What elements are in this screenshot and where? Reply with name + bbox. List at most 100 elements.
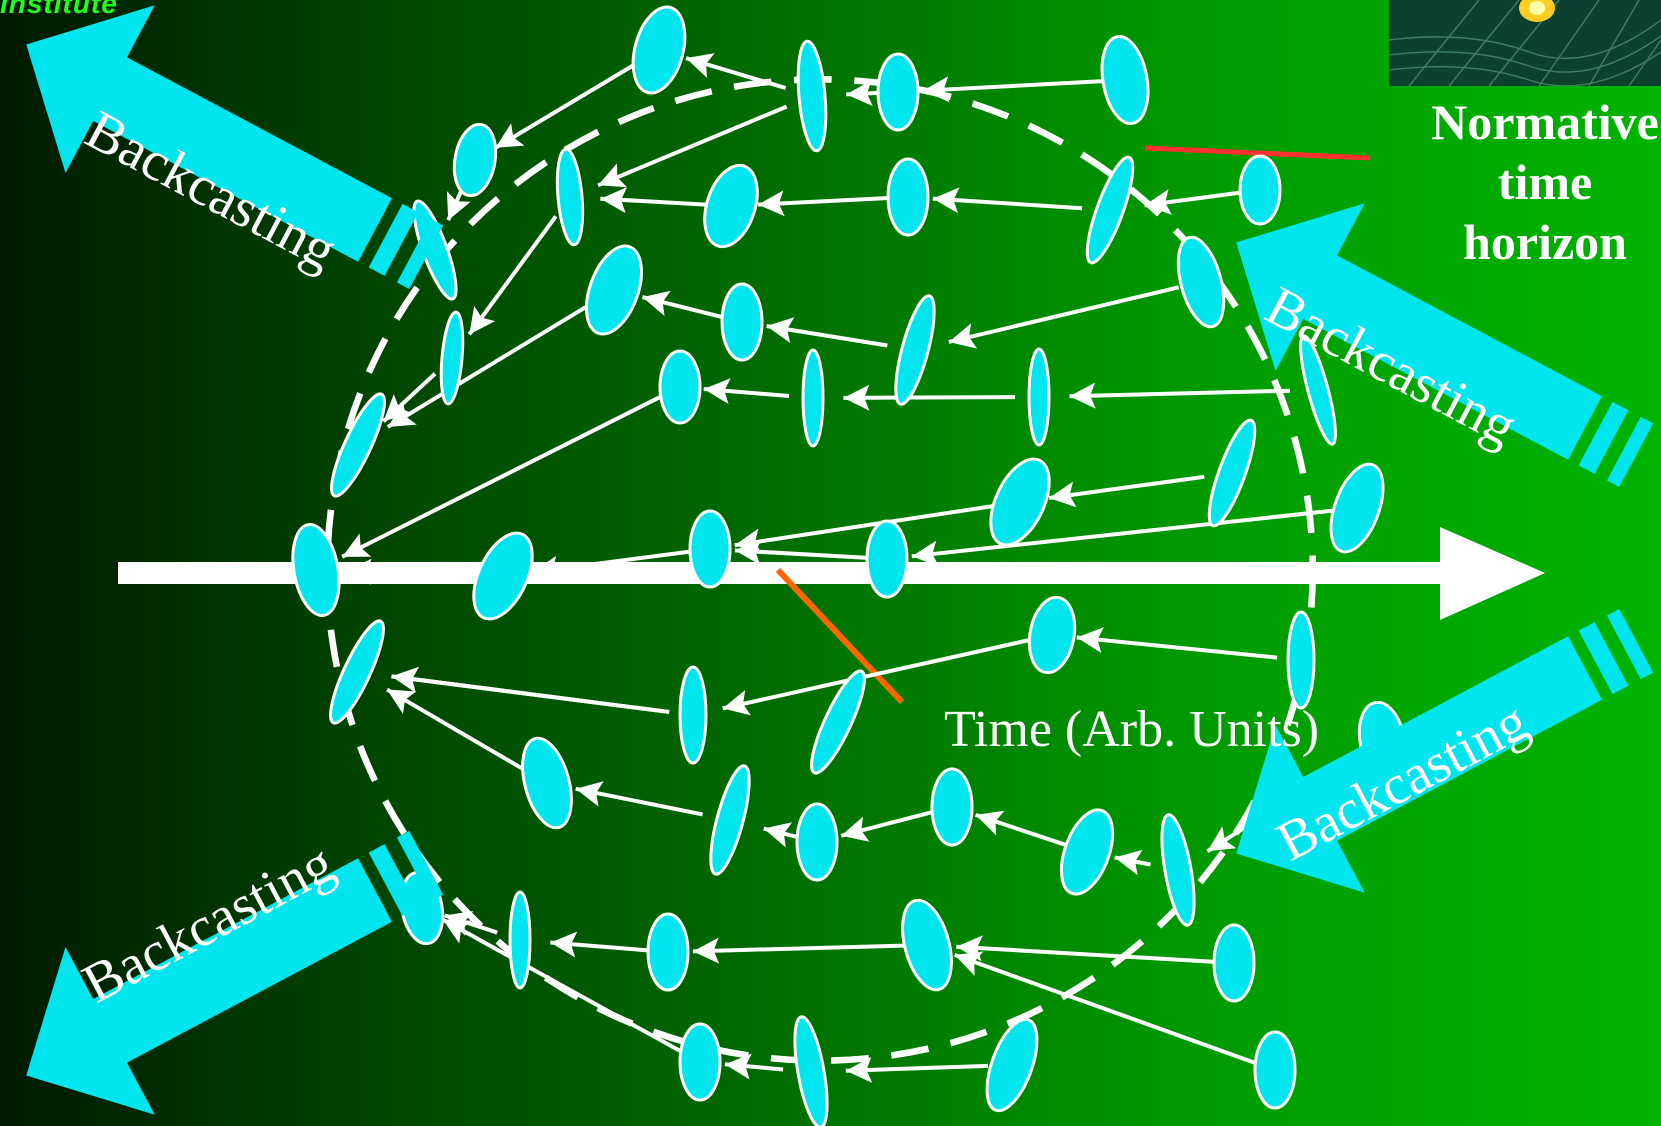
backcast-link xyxy=(763,822,800,848)
backcast-link xyxy=(911,508,1335,567)
backcast-link xyxy=(467,215,558,336)
scenario-node xyxy=(1027,347,1051,447)
backcast-link xyxy=(843,384,1016,411)
scenario-node xyxy=(439,310,465,406)
backcast-link xyxy=(345,558,481,585)
scenario-node xyxy=(678,665,708,765)
institute-logo: Institute xyxy=(0,0,118,19)
scenario-node xyxy=(329,619,385,725)
scenario-node xyxy=(709,764,751,876)
backcast-link xyxy=(845,1056,989,1083)
backcast-link xyxy=(974,810,1067,847)
backcast-link xyxy=(703,378,790,405)
backcast-link xyxy=(840,809,935,842)
normative-label-line-1: Normative xyxy=(1431,94,1659,150)
scenario-node xyxy=(472,531,534,621)
scenario-node xyxy=(585,244,643,336)
backcast-link xyxy=(382,372,437,423)
scenario-node xyxy=(1100,35,1150,125)
scenario-node xyxy=(521,736,573,830)
scenario-node xyxy=(330,392,386,498)
backcast-link xyxy=(641,290,725,320)
backcast-link xyxy=(692,937,905,964)
scenario-node xyxy=(1176,235,1226,329)
scenario-node xyxy=(876,52,920,132)
scenario-node xyxy=(1085,155,1135,265)
scenario-node xyxy=(1212,923,1256,1003)
scenario-node xyxy=(646,912,690,992)
scenario-node xyxy=(688,509,732,589)
normative-label-line-3: horizon xyxy=(1463,214,1627,270)
backcasting-arrow-upper-left xyxy=(26,5,444,290)
backcast-link xyxy=(494,59,642,150)
scenario-node xyxy=(1027,595,1077,675)
backcast-link xyxy=(531,549,692,582)
backcast-link xyxy=(1114,849,1151,876)
backcast-link xyxy=(757,190,890,217)
backcast-link xyxy=(724,1053,784,1080)
backcast-link xyxy=(932,187,1083,214)
scenario-node xyxy=(1059,808,1115,896)
backcast-link xyxy=(386,687,529,774)
scenario-node xyxy=(658,349,702,425)
scenario-node xyxy=(1329,462,1385,554)
backcast-link xyxy=(922,76,1104,103)
scenario-node xyxy=(1238,154,1282,226)
scenario-node xyxy=(1160,813,1196,927)
scenario-node xyxy=(865,519,909,599)
backcast-link xyxy=(1069,382,1291,409)
backcast-link xyxy=(722,637,1034,716)
backcasting-arrow-lower-right xyxy=(1236,608,1654,893)
backcast-link xyxy=(846,80,880,107)
scenario-node xyxy=(631,5,687,95)
scenario-node xyxy=(801,348,825,448)
scenario-node xyxy=(886,157,930,237)
scenario-node xyxy=(930,767,974,847)
backcast-link xyxy=(734,538,869,565)
backcast-link xyxy=(734,503,998,555)
backcast-link xyxy=(953,951,1258,1066)
scenario-node xyxy=(555,147,585,247)
backcast-link xyxy=(550,931,650,958)
scenario-node xyxy=(1286,610,1316,710)
backcast-link xyxy=(386,300,596,429)
time-label-pointer xyxy=(775,567,905,705)
scenario-node xyxy=(508,890,532,990)
time-axis-label: Time (Arb. Units) xyxy=(944,701,1320,758)
backcasting-arrow-lower-left xyxy=(26,830,444,1115)
backcast-link xyxy=(956,935,1216,964)
corner-image xyxy=(1389,0,1661,86)
scenario-node xyxy=(1299,334,1337,446)
backcast-link xyxy=(441,917,685,1055)
backcast-link xyxy=(575,781,703,817)
scenario-node xyxy=(678,1022,722,1102)
scenario-node xyxy=(985,1017,1039,1113)
backcast-link xyxy=(597,104,788,188)
scenario-node xyxy=(989,457,1051,547)
backcast-link xyxy=(1048,474,1205,508)
backcast-link xyxy=(685,53,787,90)
backcast-link xyxy=(600,187,711,214)
normative-label-line-2: time xyxy=(1497,154,1593,210)
scenario-node xyxy=(793,1015,829,1126)
scenario-node xyxy=(901,898,953,992)
normative-horizon-marker xyxy=(1144,145,1371,161)
backcast-link xyxy=(341,393,665,559)
backcast-link xyxy=(1144,189,1244,215)
backcast-link xyxy=(391,666,670,714)
scenario-node xyxy=(795,802,839,882)
scenario-node xyxy=(291,523,341,617)
backcasting-arrow-upper-right xyxy=(1236,203,1654,488)
scenario-node xyxy=(452,122,498,198)
scenario-node xyxy=(720,282,764,362)
normative-time-horizon-label: Normative time horizon xyxy=(1385,92,1661,272)
backcast-link xyxy=(948,285,1180,349)
backcast-link xyxy=(1076,627,1278,660)
scenario-node xyxy=(1253,1030,1297,1110)
scenario-node xyxy=(703,163,759,249)
backcast-link xyxy=(766,317,888,348)
scenario-node xyxy=(1207,418,1257,528)
scenario-node xyxy=(810,669,866,775)
